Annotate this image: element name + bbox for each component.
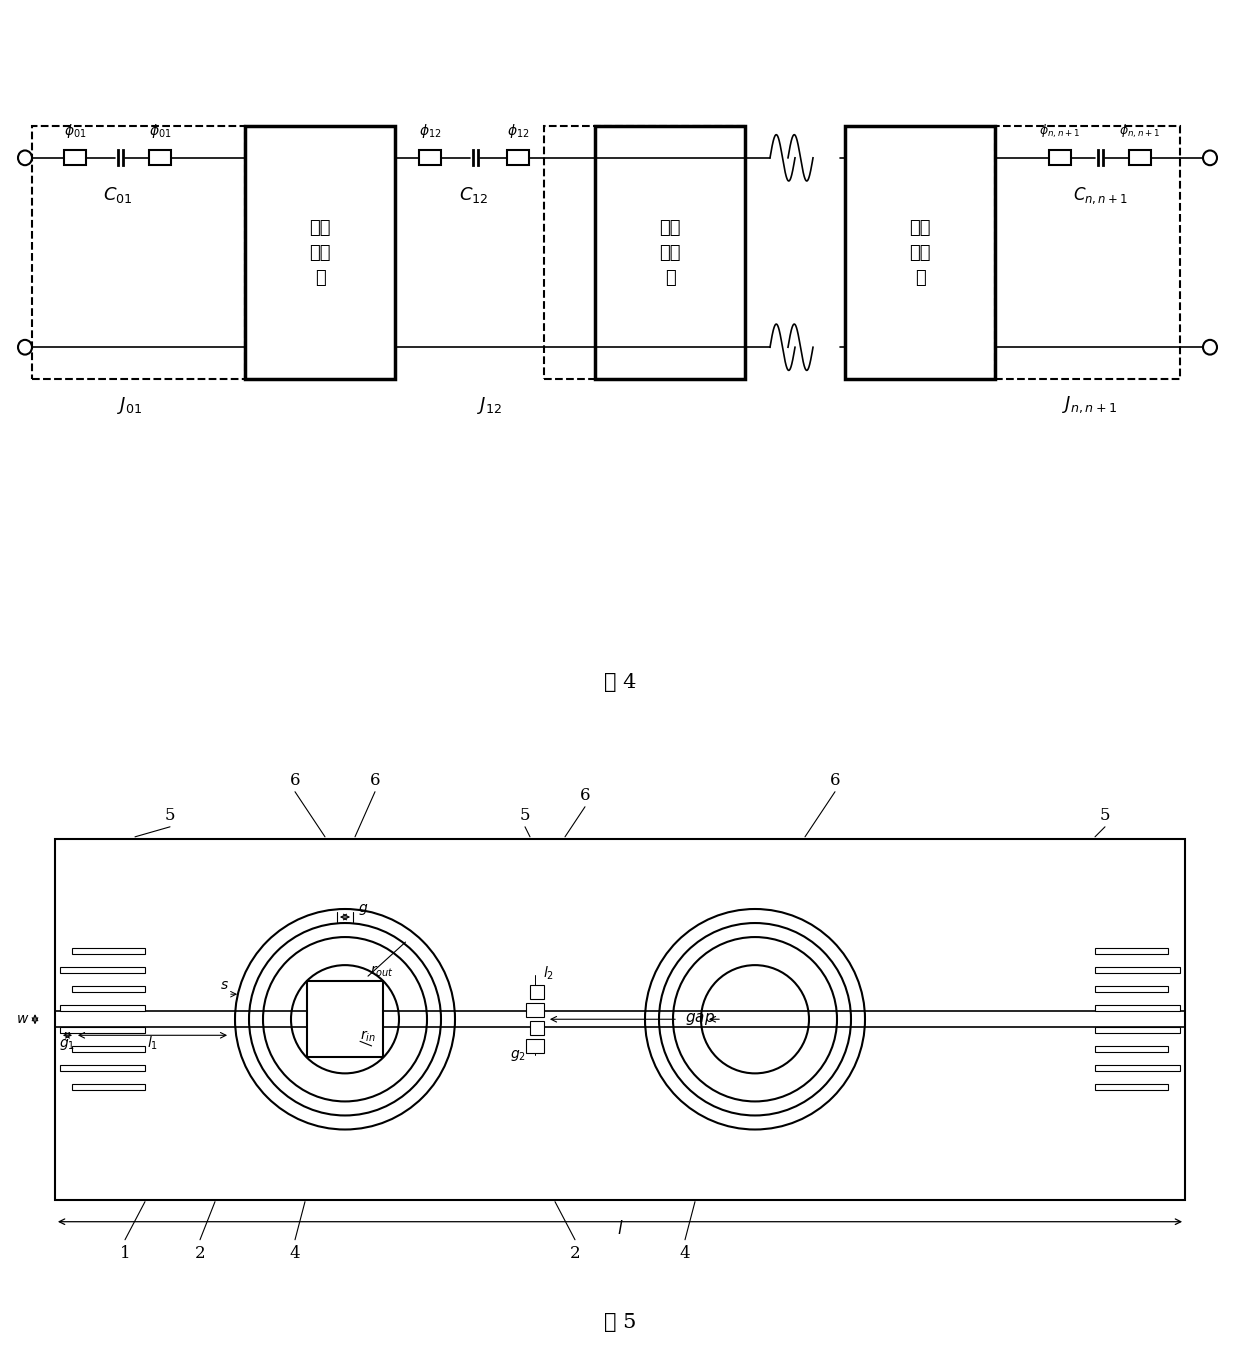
Circle shape (19, 150, 32, 165)
Text: 零阶
谐振
器: 零阶 谐振 器 (660, 219, 681, 286)
Text: $s$: $s$ (219, 979, 229, 992)
Bar (308, 981, 383, 1057)
Bar (1095, 948, 1168, 954)
Text: $gap$: $gap$ (684, 1011, 715, 1027)
Bar (1095, 1027, 1180, 1033)
Bar (529, 986, 544, 999)
Text: $\phi_{n,n+1}$: $\phi_{n,n+1}$ (1120, 123, 1161, 140)
Bar (1095, 1006, 1180, 1011)
Text: 图 5: 图 5 (604, 1314, 636, 1332)
Text: 5: 5 (165, 807, 175, 824)
Text: 2: 2 (195, 1245, 206, 1262)
Bar (994, 127, 1180, 379)
Text: $\phi_{12}$: $\phi_{12}$ (419, 122, 441, 140)
Bar (60, 1027, 145, 1033)
Bar (72, 948, 145, 954)
Text: $g_1$: $g_1$ (60, 1037, 76, 1052)
Text: 4: 4 (680, 1245, 691, 1262)
Bar (55, 838, 1185, 1200)
Bar (1128, 150, 1151, 165)
Text: 零阶
谐振
器: 零阶 谐振 器 (909, 219, 931, 286)
Text: 5: 5 (1100, 807, 1110, 824)
Text: 6: 6 (580, 787, 590, 803)
Bar (1049, 150, 1071, 165)
Text: $\phi_{01}$: $\phi_{01}$ (63, 122, 87, 140)
Bar (544, 127, 744, 379)
Text: $g$: $g$ (358, 902, 368, 917)
Bar (1095, 986, 1168, 992)
Bar (60, 1006, 145, 1011)
Bar (419, 150, 441, 165)
Bar (72, 1084, 145, 1091)
Text: 6: 6 (830, 772, 841, 788)
Bar (844, 127, 994, 379)
Text: $r_{in}$: $r_{in}$ (360, 1029, 376, 1044)
Text: 零阶
谐振
器: 零阶 谐振 器 (309, 219, 331, 286)
Text: $\phi_{01}$: $\phi_{01}$ (149, 122, 171, 140)
Bar (1095, 967, 1180, 973)
Text: 5: 5 (520, 807, 531, 824)
Text: 2: 2 (569, 1245, 580, 1262)
Text: 4: 4 (290, 1245, 300, 1262)
Circle shape (19, 340, 32, 355)
Text: 图 4: 图 4 (604, 674, 636, 693)
Bar (60, 1065, 145, 1072)
Text: $\phi_{n,n+1}$: $\phi_{n,n+1}$ (1039, 123, 1080, 140)
Bar (595, 127, 745, 379)
Circle shape (1203, 340, 1216, 355)
Circle shape (1203, 150, 1216, 165)
Bar (72, 1046, 145, 1053)
Text: 6: 6 (290, 772, 300, 788)
Text: $C_{01}$: $C_{01}$ (103, 185, 133, 205)
Bar (1095, 1065, 1180, 1072)
Text: $\phi_{12}$: $\phi_{12}$ (507, 122, 529, 140)
Text: $l_2$: $l_2$ (543, 964, 554, 981)
Bar (72, 986, 145, 992)
Text: $w$: $w$ (16, 1012, 30, 1026)
Bar (1095, 1046, 1168, 1053)
Text: $C_{12}$: $C_{12}$ (459, 185, 489, 205)
Bar (32, 127, 246, 379)
Text: 1: 1 (120, 1245, 130, 1262)
Bar (60, 967, 145, 973)
Bar (1095, 1084, 1168, 1091)
Bar (507, 150, 529, 165)
Text: $l_1$: $l_1$ (148, 1034, 157, 1052)
Bar (64, 150, 86, 165)
Bar (529, 1021, 544, 1035)
Text: $J_{12}$: $J_{12}$ (477, 394, 502, 416)
Text: $g_2$: $g_2$ (510, 1049, 526, 1064)
Text: $J_{n,n+1}$: $J_{n,n+1}$ (1063, 394, 1117, 416)
Text: 6: 6 (370, 772, 381, 788)
Bar (149, 150, 171, 165)
Text: $C_{n,n+1}$: $C_{n,n+1}$ (1073, 185, 1127, 205)
Text: $J_{01}$: $J_{01}$ (118, 394, 143, 416)
Text: $r_{out}$: $r_{out}$ (370, 963, 394, 979)
Bar (246, 127, 396, 379)
Bar (526, 1003, 544, 1018)
Bar (526, 1040, 544, 1053)
Text: $l$: $l$ (616, 1220, 624, 1238)
